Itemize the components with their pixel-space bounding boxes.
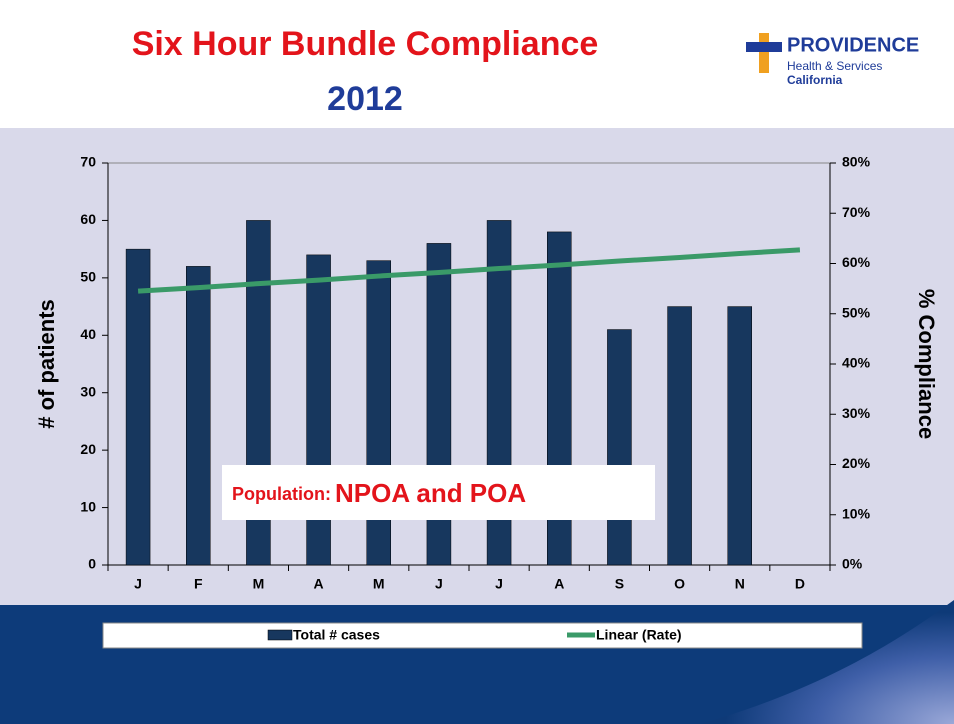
y2-tick-label: 80% (842, 154, 871, 170)
y2-axis-title: % Compliance (914, 289, 939, 439)
y2-tick-label: 50% (842, 304, 871, 320)
logo-line: California (787, 73, 843, 87)
bar (186, 266, 211, 566)
trend-line (137, 247, 801, 294)
logo-cross (759, 33, 769, 73)
y2-tick-label: 60% (842, 254, 871, 270)
y-tick-label: 70 (80, 154, 96, 170)
logo: PROVIDENCE Health & Services California (746, 33, 919, 87)
y2-tick-label: 0% (842, 556, 863, 572)
legend-label: Total # cases (293, 627, 380, 643)
y-tick-label: 10 (80, 498, 96, 514)
chart-title: Six Hour Bundle Compliance (132, 25, 599, 63)
x-tick-label: D (795, 576, 805, 592)
bar (125, 248, 151, 566)
x-tick-label: O (674, 576, 685, 592)
y-tick-label: 30 (80, 383, 96, 399)
annotation-box (222, 465, 655, 520)
bar (667, 306, 692, 566)
header-bg (0, 0, 954, 128)
y-tick-label: 20 (80, 441, 96, 457)
legend-box (102, 622, 863, 649)
logo-name: PROVIDENCE (787, 34, 919, 56)
annotation: Population: NPOA and POA (232, 478, 526, 508)
x-tick-label: A (314, 576, 324, 592)
chart-bg (0, 128, 954, 605)
y2-tick-label: 70% (842, 204, 871, 220)
y2-tick-label: 20% (842, 455, 871, 471)
x-tick-label: S (615, 576, 624, 592)
logo-cross (746, 42, 782, 52)
y2-tick-label: 40% (842, 355, 871, 371)
legend-label: Linear (Rate) (596, 627, 682, 643)
y-tick-label: 60 (80, 211, 96, 227)
chart-subtitle: 2012 (327, 80, 403, 118)
y2-tick-label: 30% (842, 405, 871, 421)
bar (607, 329, 632, 566)
bar (727, 306, 752, 566)
x-tick-label: J (435, 576, 443, 592)
logo-line: Health & Services (787, 59, 882, 73)
y-tick-label: 50 (80, 269, 96, 285)
x-tick-label: N (735, 576, 745, 592)
x-tick-label: F (194, 576, 203, 592)
legend-swatch (267, 629, 293, 641)
footer-swoosh (700, 600, 954, 724)
x-tick-label: J (495, 576, 503, 592)
y2-tick-label: 10% (842, 505, 871, 521)
annotation-text: NPOA and POA (335, 478, 526, 508)
y-axis-title: # of patients (34, 299, 59, 429)
x-tick-label: A (554, 576, 564, 592)
x-tick-label: M (253, 576, 265, 592)
y-tick-label: 0 (88, 556, 96, 572)
annotation-label: Population: (232, 484, 331, 504)
x-tick-label: M (373, 576, 385, 592)
x-tick-label: J (134, 576, 142, 592)
y-tick-label: 40 (80, 326, 96, 342)
